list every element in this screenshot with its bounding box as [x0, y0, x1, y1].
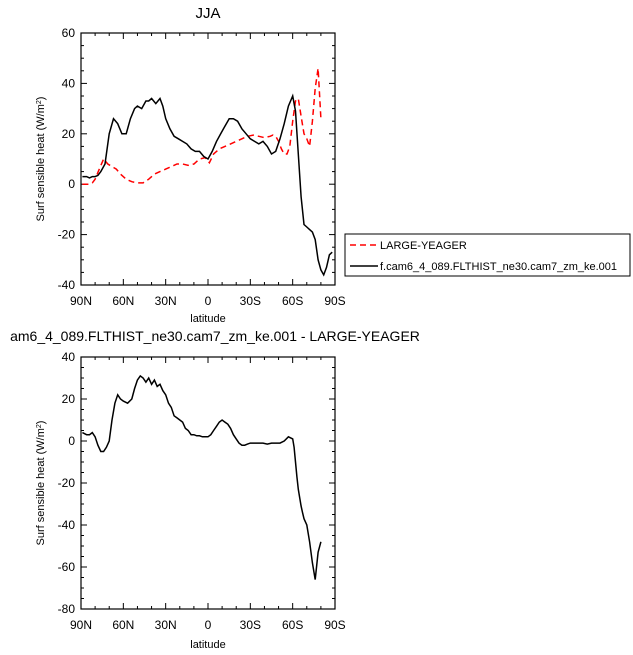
- legend-box: [344, 233, 631, 277]
- bottom-y-tick-label: 0: [68, 434, 75, 448]
- bottom-panel-title: am6_4_089.FLTHIST_ne30.cam7_zm_ke.001 - …: [10, 328, 420, 344]
- top-series-cam-line: [82, 93, 333, 277]
- top-axis-ticks: [80, 32, 336, 286]
- top-x-tick-label: 90N: [70, 294, 92, 308]
- top-x-tick-labels: 90N 60N 30N 0 30S 60S 90S: [70, 294, 346, 308]
- top-x-tick-label: 90S: [324, 294, 345, 308]
- top-x-tick-label: 60S: [282, 294, 303, 308]
- bottom-panel: am6_4_089.FLTHIST_ne30.cam7_zm_ke.001 - …: [10, 328, 420, 651]
- top-x-tick-label: 0: [205, 294, 212, 308]
- bottom-series-difference-line: [82, 374, 322, 580]
- bottom-y-tick-label: -80: [58, 602, 76, 616]
- top-x-axis-label: latitude: [190, 313, 225, 325]
- bottom-x-axis-label: latitude: [190, 639, 225, 651]
- bottom-series-lines: [82, 374, 322, 580]
- top-panel: JJA -40 -20 0 20 40 60 90N 60N 30N 0 30S…: [35, 5, 346, 325]
- bottom-y-tick-label: -40: [58, 518, 76, 532]
- top-y-tick-label: 20: [62, 127, 76, 141]
- top-x-tick-label: 30N: [155, 294, 177, 308]
- top-y-tick-label: -40: [58, 278, 76, 292]
- bottom-x-tick-label: 30S: [240, 618, 261, 632]
- bottom-x-tick-label: 0: [205, 618, 212, 632]
- bottom-x-tick-label: 90S: [324, 618, 345, 632]
- top-y-tick-label: -20: [58, 228, 76, 242]
- bottom-y-tick-label: -20: [58, 476, 76, 490]
- bottom-x-tick-labels: 90N 60N 30N 0 30S 60S 90S: [70, 618, 346, 632]
- top-y-tick-labels: -40 -20 0 20 40 60: [58, 26, 76, 292]
- top-y-axis-label: Surf sensible heat (W/m2): [35, 97, 47, 222]
- bottom-y-tick-labels: -80 -60 -40 -20 0 20 40: [58, 350, 76, 616]
- legend-label-large-yeager: LARGE-YEAGER: [380, 240, 467, 252]
- bottom-x-tick-label: 60N: [112, 618, 134, 632]
- top-x-tick-label: 30S: [240, 294, 261, 308]
- legend-label-cam: f.cam6_4_089.FLTHIST_ne30.cam7_zm_ke.001: [380, 261, 617, 273]
- legend: LARGE-YEAGER f.cam6_4_089.FLTHIST_ne30.c…: [344, 233, 631, 277]
- bottom-axis-ticks: [80, 356, 336, 610]
- top-series-lines: [82, 68, 333, 277]
- top-series-large-yeager-line: [82, 68, 322, 185]
- top-y-tick-label: 60: [62, 26, 76, 40]
- bottom-x-tick-label: 30N: [155, 618, 177, 632]
- bottom-y-tick-label: 20: [62, 392, 76, 406]
- top-x-tick-label: 60N: [112, 294, 134, 308]
- top-panel-title: JJA: [195, 5, 220, 22]
- bottom-x-tick-label: 60S: [282, 618, 303, 632]
- top-y-tick-label: 0: [68, 177, 75, 191]
- bottom-x-tick-label: 90N: [70, 618, 92, 632]
- top-y-tick-label: 40: [62, 76, 76, 90]
- bottom-y-tick-label: -60: [58, 560, 76, 574]
- bottom-y-axis-label: Surf sensible heat (W/m2): [35, 421, 47, 546]
- bottom-y-tick-label: 40: [62, 350, 76, 364]
